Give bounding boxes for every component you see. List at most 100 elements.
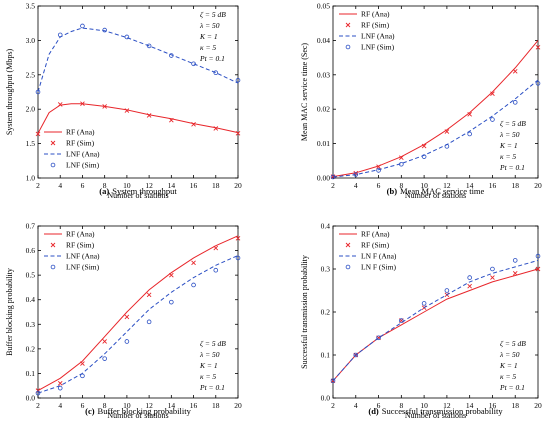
- data-point-x: [235, 130, 241, 136]
- data-point-x: [376, 164, 381, 169]
- x-tick-label: 2: [331, 181, 335, 190]
- x-tick-label: 16: [489, 181, 497, 190]
- x-tick-label: 6: [81, 181, 85, 190]
- chart-panel-d: 2 4 6 8 10 12 14 16 18 20 0.0 0.1 0.2 0.3 0.4 Number of…: [300, 222, 542, 421]
- legend-entry: LNF (Sim): [66, 263, 100, 272]
- legend-entry: LNF (Ana): [66, 150, 100, 159]
- x-tick-label: 14: [466, 401, 474, 410]
- y-tick-label: 0.5: [26, 271, 36, 280]
- series-2: [332, 259, 539, 382]
- y-tick-label: 0.05: [317, 2, 330, 11]
- data-point-x: [146, 292, 152, 298]
- legend: RF (Ana) RF (Sim) LNF (Ana) LNF (Sim): [44, 128, 100, 170]
- data-point-x: [535, 44, 541, 50]
- y-tick-label: 2.0: [26, 105, 36, 114]
- data-point-x: [213, 126, 219, 131]
- parameter-annotation: ζ = 5 dB λ = 50 K = 1 κ = 5 Pt = 0.1: [499, 339, 526, 392]
- chart-panel-a: 2 4 6 8 10 12 14 16 18 20 1.0 1.5 2.0 2.5 3.0 3.5 Number…: [5, 2, 242, 201]
- panel-caption: (b) Mean MAC service time: [387, 186, 485, 196]
- y-tick-label: 0.00: [317, 174, 330, 183]
- x-tick-label: 20: [534, 401, 542, 410]
- x-tick-label: 16: [190, 401, 198, 410]
- y-axis-label: System throughput (Mbps): [5, 49, 14, 136]
- data-point-circle: [535, 81, 541, 86]
- data-point-x: [191, 122, 196, 127]
- data-point-circle: [330, 378, 336, 384]
- data-point-circle: [535, 253, 541, 259]
- data-point-x: [50, 140, 56, 146]
- parameter-line: κ = 5: [200, 43, 216, 52]
- y-axis-label: Mean MAC service time (Sec): [300, 43, 309, 142]
- caption-text: Buffer blocking probability: [98, 406, 192, 416]
- data-point-circle: [467, 275, 472, 280]
- x-tick-label: 2: [36, 401, 40, 410]
- series-line: [332, 259, 539, 382]
- data-point-circle: [35, 390, 41, 396]
- data-point-x: [512, 270, 518, 276]
- data-point-x: [124, 314, 130, 320]
- parameter-line: Pt = 0.1: [199, 383, 225, 392]
- series-2: [332, 79, 539, 178]
- data-point-circle: [399, 161, 404, 167]
- parameter-line: K = 1: [199, 361, 218, 370]
- data-point-circle: [376, 168, 381, 173]
- data-point-x: [191, 260, 196, 266]
- caption-letter: (c): [85, 406, 95, 416]
- y-tick-label: 0.3: [321, 265, 331, 274]
- x-tick-label: 4: [58, 401, 62, 410]
- parameter-annotation: ζ = 5 dB λ = 50 K = 1 κ = 5 Pt = 0.1: [199, 339, 226, 392]
- x-tick-label: 12: [443, 181, 451, 190]
- data-point-circle: [235, 78, 241, 83]
- parameter-line: Pt = 0.1: [499, 383, 525, 392]
- legend-entry: LNF (Ana): [361, 32, 395, 41]
- x-tick-label: 18: [511, 181, 519, 190]
- data-point-circle: [444, 144, 450, 149]
- data-point-x: [35, 131, 41, 137]
- data-point-x: [421, 143, 427, 149]
- legend-entry: LNF (Ana): [66, 252, 100, 261]
- caption-letter: (a): [99, 186, 109, 196]
- data-point-x: [124, 108, 130, 113]
- y-tick-label: 0.0: [321, 394, 331, 403]
- parameter-line: ζ = 5 dB: [500, 119, 526, 128]
- legend-entry: RF (Sim): [66, 241, 95, 250]
- parameter-line: κ = 5: [500, 152, 516, 161]
- legend-entry: RF (Sim): [66, 139, 95, 148]
- panel-caption: (a) System throughput: [99, 186, 177, 196]
- data-point-circle: [102, 356, 107, 361]
- x-tick-label: 10: [123, 401, 131, 410]
- data-point-circle: [57, 32, 63, 38]
- data-point-x: [169, 272, 174, 278]
- series-3: [35, 23, 241, 95]
- data-point-circle: [444, 288, 450, 293]
- data-point-x: [490, 91, 495, 97]
- y-tick-label: 0.4: [321, 222, 331, 231]
- x-tick-label: 12: [443, 401, 451, 410]
- series-1: [35, 101, 241, 137]
- series-3: [330, 253, 541, 384]
- plot-frame: [37, 225, 239, 399]
- legend-entry: LN F (Ana): [361, 252, 397, 261]
- x-tick-label: 20: [534, 181, 542, 190]
- data-point-circle: [421, 154, 427, 159]
- data-point-x: [467, 283, 472, 289]
- y-tick-label: 0.02: [317, 105, 330, 114]
- data-point-x: [235, 235, 241, 241]
- data-point-circle: [345, 264, 351, 270]
- x-tick-label: 10: [420, 401, 428, 410]
- legend-entry: RF (Ana): [66, 128, 95, 137]
- legend: RF (Ana) RF (Sim) LNF (Ana) LNF (Sim): [44, 230, 100, 272]
- data-point-circle: [191, 61, 196, 67]
- caption-letter: (b): [387, 186, 398, 196]
- x-tick-label: 14: [466, 181, 474, 190]
- parameter-line: ζ = 5 dB: [200, 339, 226, 348]
- data-point-x: [102, 104, 107, 109]
- data-point-circle: [353, 172, 359, 177]
- x-tick-label: 4: [58, 181, 62, 190]
- parameter-line: K = 1: [499, 141, 518, 150]
- x-tick-label: 6: [377, 181, 381, 190]
- parameter-line: Pt = 0.1: [199, 54, 225, 63]
- y-tick-label: 2.5: [26, 70, 36, 79]
- data-point-circle: [57, 385, 63, 391]
- data-point-circle: [353, 352, 359, 358]
